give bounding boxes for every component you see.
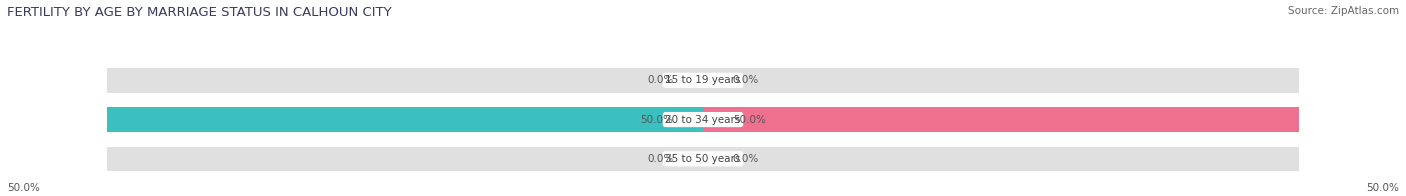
Text: 0.0%: 0.0% bbox=[647, 75, 673, 85]
Bar bbox=[107, 107, 703, 132]
Text: 50.0%: 50.0% bbox=[7, 183, 39, 193]
Bar bbox=[107, 147, 1299, 171]
Text: Source: ZipAtlas.com: Source: ZipAtlas.com bbox=[1288, 6, 1399, 16]
Text: FERTILITY BY AGE BY MARRIAGE STATUS IN CALHOUN CITY: FERTILITY BY AGE BY MARRIAGE STATUS IN C… bbox=[7, 6, 392, 19]
Text: 15 to 19 years: 15 to 19 years bbox=[665, 75, 741, 85]
Text: 50.0%: 50.0% bbox=[733, 114, 766, 125]
Text: 50.0%: 50.0% bbox=[1367, 183, 1399, 193]
Text: 0.0%: 0.0% bbox=[733, 154, 759, 164]
Bar bbox=[703, 107, 1299, 132]
Text: 0.0%: 0.0% bbox=[733, 75, 759, 85]
Bar bbox=[107, 68, 1299, 93]
Text: 50.0%: 50.0% bbox=[640, 114, 673, 125]
Text: 20 to 34 years: 20 to 34 years bbox=[665, 114, 741, 125]
Text: 35 to 50 years: 35 to 50 years bbox=[665, 154, 741, 164]
Bar bbox=[107, 107, 1299, 132]
Text: 0.0%: 0.0% bbox=[647, 154, 673, 164]
